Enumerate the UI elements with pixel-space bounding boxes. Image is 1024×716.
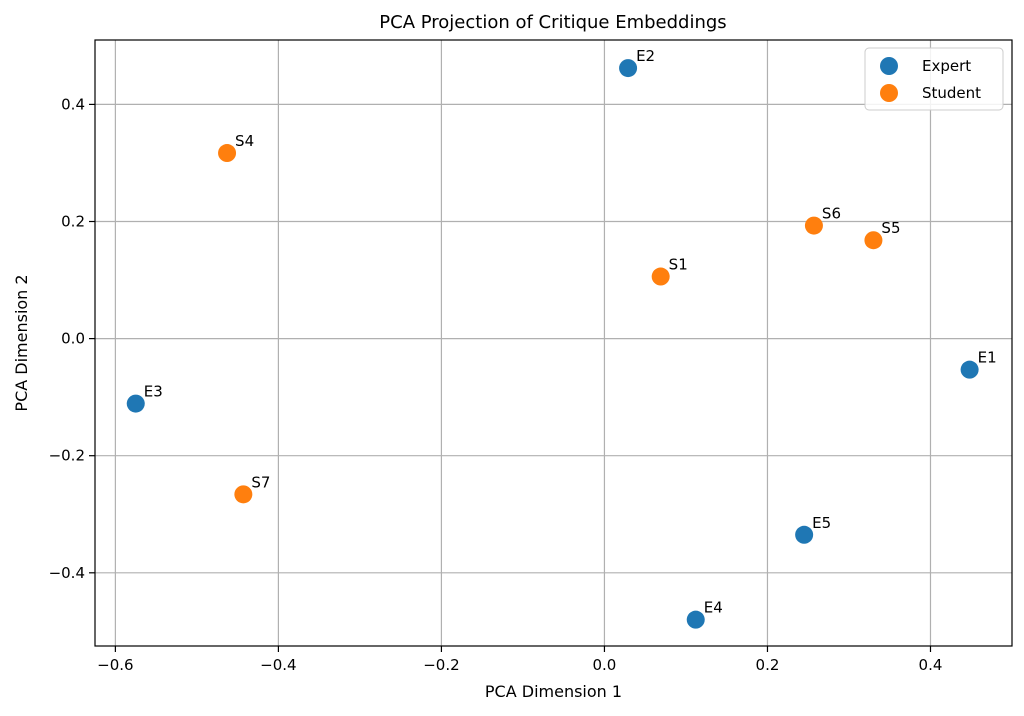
data-point-e4 bbox=[686, 610, 705, 629]
data-label-e5: E5 bbox=[812, 514, 831, 532]
data-label-s5: S5 bbox=[881, 219, 900, 237]
y-tick-label: 0.0 bbox=[61, 330, 85, 348]
plot-area-frame bbox=[94, 39, 1013, 647]
legend-label-expert: Expert bbox=[922, 57, 971, 75]
data-label-e3: E3 bbox=[144, 383, 163, 401]
data-point-s6 bbox=[804, 216, 823, 235]
x-axis-title: PCA Dimension 1 bbox=[485, 682, 622, 701]
data-point-s1 bbox=[651, 267, 670, 286]
x-tick-label: −0.4 bbox=[260, 656, 296, 674]
data-label-e1: E1 bbox=[978, 349, 997, 367]
data-label-s4: S4 bbox=[235, 132, 254, 150]
data-points: E1 E2 E3 E4 E5 S1 S4 S5 S6 S7 bbox=[126, 47, 997, 629]
x-tick-label: 0.0 bbox=[593, 656, 617, 674]
data-point-e1 bbox=[960, 360, 979, 379]
data-point-e2 bbox=[619, 59, 638, 78]
data-point-s4 bbox=[218, 144, 237, 163]
x-tick-label: −0.2 bbox=[423, 656, 459, 674]
axis-ticks: −0.6 −0.4 −0.2 0.0 0.2 0.4 −0.4 −0.2 0.0 0.2 0.4 bbox=[49, 95, 943, 674]
data-label-e4: E4 bbox=[704, 599, 723, 617]
legend-label-student: Student bbox=[922, 84, 981, 102]
data-point-s5 bbox=[864, 231, 883, 250]
y-tick-label: 0.2 bbox=[61, 213, 85, 231]
legend-box bbox=[864, 47, 1004, 111]
grid bbox=[95, 40, 1012, 646]
y-axis-title: PCA Dimension 2 bbox=[12, 274, 31, 411]
y-tick-label: −0.2 bbox=[49, 447, 85, 465]
legend: Expert Student bbox=[864, 47, 1004, 111]
x-tick-label: 0.2 bbox=[756, 656, 780, 674]
data-point-s7 bbox=[234, 485, 253, 504]
chart-title: PCA Projection of Critique Embeddings bbox=[379, 12, 726, 33]
data-point-e5 bbox=[795, 525, 814, 544]
data-label-s6: S6 bbox=[822, 205, 841, 223]
data-point-e3 bbox=[126, 394, 145, 413]
data-label-s7: S7 bbox=[251, 473, 270, 491]
x-tick-label: −0.6 bbox=[97, 656, 133, 674]
y-tick-label: −0.4 bbox=[49, 564, 85, 582]
legend-marker-student bbox=[880, 84, 898, 102]
y-tick-label: 0.4 bbox=[61, 95, 85, 113]
data-label-s1: S1 bbox=[669, 256, 688, 274]
x-tick-label: 0.4 bbox=[919, 656, 943, 674]
legend-marker-expert bbox=[880, 57, 898, 75]
data-label-e2: E2 bbox=[636, 47, 655, 65]
